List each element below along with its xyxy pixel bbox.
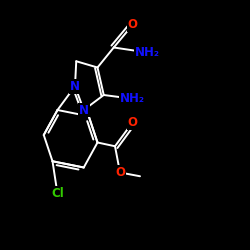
Text: N: N	[70, 80, 80, 93]
Text: O: O	[128, 116, 138, 129]
Text: O: O	[115, 166, 125, 179]
Text: Cl: Cl	[51, 187, 64, 200]
Text: NH₂: NH₂	[120, 92, 145, 105]
Text: NH₂: NH₂	[135, 46, 160, 59]
Text: N: N	[79, 104, 89, 117]
Text: O: O	[128, 18, 138, 32]
